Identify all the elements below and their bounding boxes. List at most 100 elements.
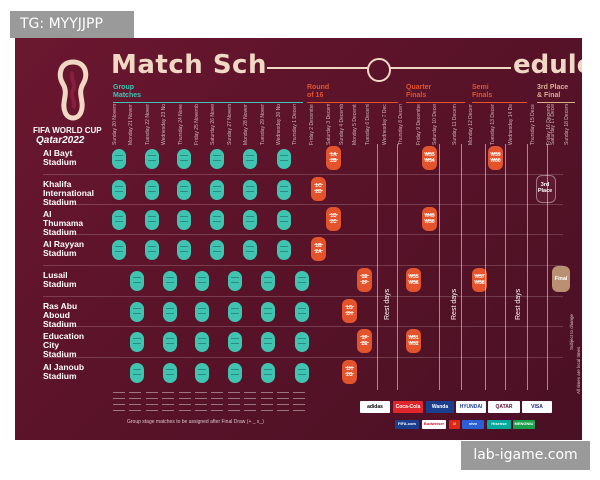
group-team-line — [211, 392, 224, 393]
date-label: Tuesday 13 December — [490, 104, 496, 145]
sponsor-logo — [462, 420, 484, 429]
stage-label: 3rd Place & Final — [537, 84, 569, 99]
group-team-line — [211, 398, 224, 399]
group-team-line — [244, 392, 257, 393]
group-team-line — [162, 410, 175, 411]
date-header: Friday 9 December — [415, 104, 425, 146]
group-team-line — [195, 398, 207, 399]
stage-rule — [113, 102, 303, 103]
quarter-final-label: W49 W50 — [424, 213, 435, 225]
date-label: Tuesday 6 December — [365, 104, 371, 145]
group-team-line — [162, 398, 175, 399]
group-match-chip — [243, 149, 257, 169]
row-divider — [43, 265, 563, 266]
round-of-16-match — [311, 177, 326, 201]
group-team-line — [113, 410, 125, 411]
group-team-line — [178, 404, 191, 405]
date-header: Thursday 24 November — [177, 104, 187, 146]
date-header: Thursday 8 December — [397, 104, 407, 146]
schedule-divider — [485, 144, 486, 390]
group-match-chip — [210, 149, 224, 169]
sponsor-logo — [522, 401, 552, 413]
group-match-chip — [277, 210, 291, 230]
group-team-line — [227, 392, 240, 393]
group-team-line — [277, 398, 289, 399]
date-label: Friday 2 December — [308, 104, 315, 145]
group-match-chip — [195, 332, 209, 352]
quarter-final-match — [422, 146, 437, 170]
stadium-name: Ras Abu Aboud Stadium — [43, 301, 78, 329]
group-match-chip — [130, 332, 144, 352]
date-header: Sunday 18 December — [563, 104, 573, 146]
group-match-chip — [295, 302, 309, 322]
stage-label: Semi Finals — [472, 84, 493, 99]
schedule-divider — [527, 144, 528, 390]
group-team-line — [145, 392, 158, 393]
sponsor-logo — [513, 420, 535, 429]
group-match-chip — [243, 180, 257, 200]
group-team-line — [129, 410, 142, 411]
group-match-chip — [277, 180, 291, 200]
sponsor-name: Budweiser — [423, 421, 445, 426]
date-label: Saturday 3 December — [326, 104, 332, 145]
group-match-chip — [195, 271, 209, 291]
title-ring — [367, 58, 391, 82]
watermark-bottom-right: lab-igame.com — [461, 441, 590, 470]
schedule-divider — [439, 144, 440, 390]
stadium-name: Al Rayyan Stadium — [43, 239, 85, 258]
round-of-16-match — [342, 360, 357, 384]
sponsor-name: HYUNDAI — [459, 404, 483, 410]
round-of-16-label: 1E 2F — [361, 274, 368, 286]
group-match-chip — [295, 271, 309, 291]
group-team-line — [293, 398, 306, 399]
group-match-chip — [177, 240, 191, 260]
sponsor-name: VISA — [531, 404, 543, 410]
group-match-chip — [228, 332, 242, 352]
date-label: Tuesday 29 November — [259, 104, 266, 145]
final-label: Final — [554, 276, 568, 282]
group-match-chip — [277, 240, 291, 260]
group-match-chip — [295, 332, 309, 352]
date-header: Saturday 3 December — [325, 104, 335, 146]
group-match-chip — [145, 180, 159, 200]
round-of-16-label: 1B 2A — [315, 243, 322, 255]
group-team-line — [293, 404, 306, 405]
round-of-16-label: 1H 2G — [346, 366, 353, 378]
group-team-line — [260, 398, 273, 399]
group-team-line — [113, 398, 125, 399]
date-header: Wednesday 14 December — [507, 104, 517, 146]
round-of-16-match — [326, 207, 341, 231]
group-team-line — [227, 404, 240, 405]
group-match-chip — [195, 363, 209, 383]
stage-rule — [406, 102, 465, 103]
date-label: Monday 21 November — [128, 104, 135, 145]
date-header: Sunday 20 November — [111, 104, 121, 146]
stadium-name: Lusail Stadium — [43, 270, 77, 289]
date-header: Saturday 10 December — [431, 104, 441, 146]
date-label: Sunday 20 November — [112, 104, 118, 145]
date-header: Saturday 17 December — [549, 104, 559, 146]
date-label: Wednesday 30 November — [276, 104, 282, 145]
round-of-16-match — [357, 268, 372, 292]
date-header: Wednesday 23 November — [160, 104, 170, 146]
round-of-16-label: 1C 2D — [315, 183, 322, 195]
logo-text-qatar: Qatar2022 — [36, 135, 85, 146]
group-team-line — [113, 392, 125, 393]
date-header: Tuesday 29 November — [259, 104, 269, 146]
stage-rule — [472, 102, 527, 103]
row-divider — [43, 234, 563, 235]
group-match-chip — [163, 302, 177, 322]
group-match-chip — [145, 149, 159, 169]
row-divider — [43, 326, 563, 327]
date-header: Tuesday 22 November — [144, 104, 154, 146]
date-header: Saturday 26 November — [209, 104, 219, 146]
group-match-chip — [130, 302, 144, 322]
date-label: Thursday 1 December — [292, 104, 299, 145]
group-match-chip — [243, 210, 257, 230]
date-label: Sunday 11 December — [452, 104, 458, 145]
date-label: Monday 28 November — [243, 104, 250, 145]
group-match-chip — [112, 180, 126, 200]
third-place-label: 3rd Place — [537, 182, 553, 194]
group-match-chip — [261, 363, 275, 383]
rest-days-label: Rest days — [451, 288, 458, 320]
